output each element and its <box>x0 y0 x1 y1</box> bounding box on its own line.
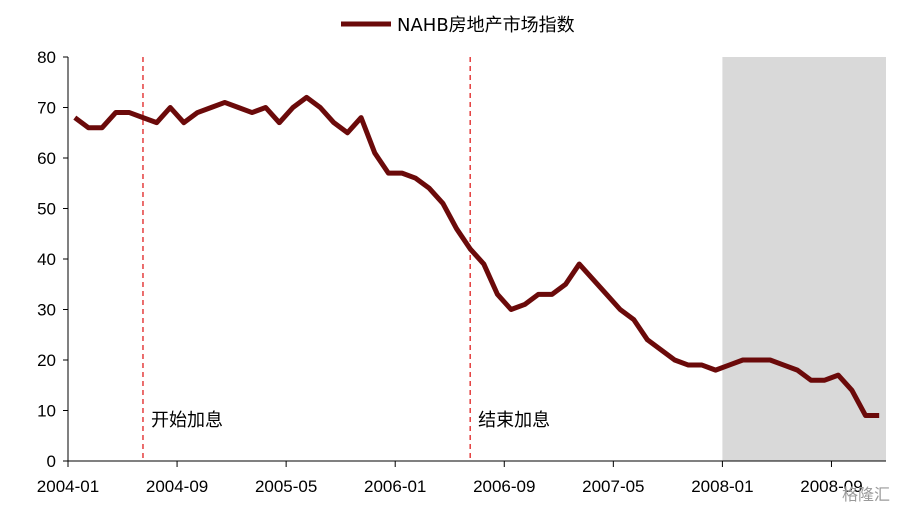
x-tick-label: 2008-01 <box>691 477 753 496</box>
rate-hike-markers <box>142 57 471 461</box>
annotation-label: 结束加息 <box>478 410 550 431</box>
annotations: 开始加息 结束加息 <box>151 410 550 431</box>
x-tick-label: 2008-09 <box>800 477 862 496</box>
y-tick-label: 10 <box>37 402 56 421</box>
annotation-label: 开始加息 <box>151 410 223 431</box>
x-tick-label: 2005-05 <box>255 477 317 496</box>
series-line-nahb-index <box>73 94 880 419</box>
y-tick-label: 30 <box>37 301 56 320</box>
shaded-recession-region <box>722 57 886 461</box>
x-tick-label: 2004-09 <box>146 477 208 496</box>
y-tick-label: 0 <box>47 452 56 471</box>
x-tick-label: 2007-05 <box>582 477 644 496</box>
legend: NAHB房地产市场指数 <box>341 15 575 36</box>
x-tick-label: 2006-01 <box>364 477 426 496</box>
y-tick-label: 20 <box>37 351 56 370</box>
y-tick-label: 70 <box>37 99 56 118</box>
y-axis-ticks: 0 10 20 30 40 50 60 70 80 <box>37 48 68 471</box>
y-tick-label: 60 <box>37 149 56 168</box>
x-axis-ticks: 2004-01 2004-09 2005-05 2006-01 2006-09 2007-… <box>37 461 863 496</box>
x-tick-label: 2006-09 <box>473 477 535 496</box>
legend-label: NAHB房地产市场指数 <box>397 15 575 36</box>
y-tick-label: 50 <box>37 200 56 219</box>
y-tick-label: 40 <box>37 250 56 269</box>
watermark: 格隆汇 <box>842 485 890 504</box>
x-tick-label: 2004-01 <box>37 477 99 496</box>
y-tick-label: 80 <box>37 48 56 67</box>
